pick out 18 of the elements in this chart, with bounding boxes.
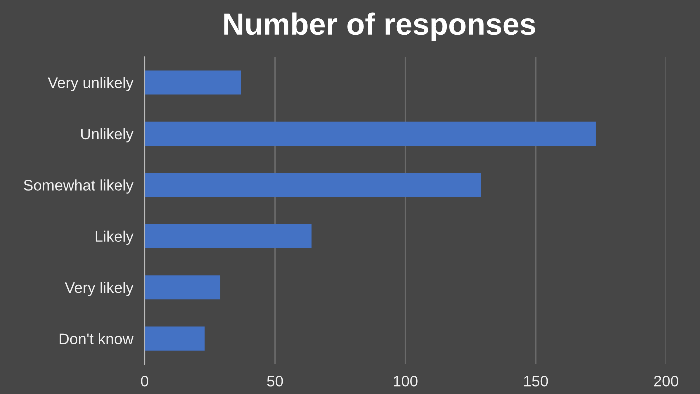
- bar: [144, 173, 482, 198]
- x-tick-label: 0: [141, 376, 149, 387]
- y-tick-label: Likely: [96, 230, 134, 246]
- y-tick-label: Don't know: [60, 333, 134, 345]
- bar: [144, 224, 312, 248]
- y-tick-label: Somewhat likely: [24, 180, 134, 194]
- y-tick-label: Very unlikely: [48, 77, 134, 92]
- bar: [144, 276, 221, 300]
- x-tick-label: 150: [524, 376, 548, 387]
- x-tick-label: 50: [267, 376, 284, 387]
- x-tick-label: 100: [394, 376, 418, 387]
- bar: [144, 70, 242, 95]
- x-tick-label: 200: [654, 376, 679, 387]
- chart-title: Number of responses: [224, 12, 536, 42]
- bar: [144, 326, 205, 351]
- y-tick-label: Very likely: [65, 282, 134, 296]
- bar: [144, 122, 596, 146]
- y-tick-label: Unlikely: [81, 128, 134, 143]
